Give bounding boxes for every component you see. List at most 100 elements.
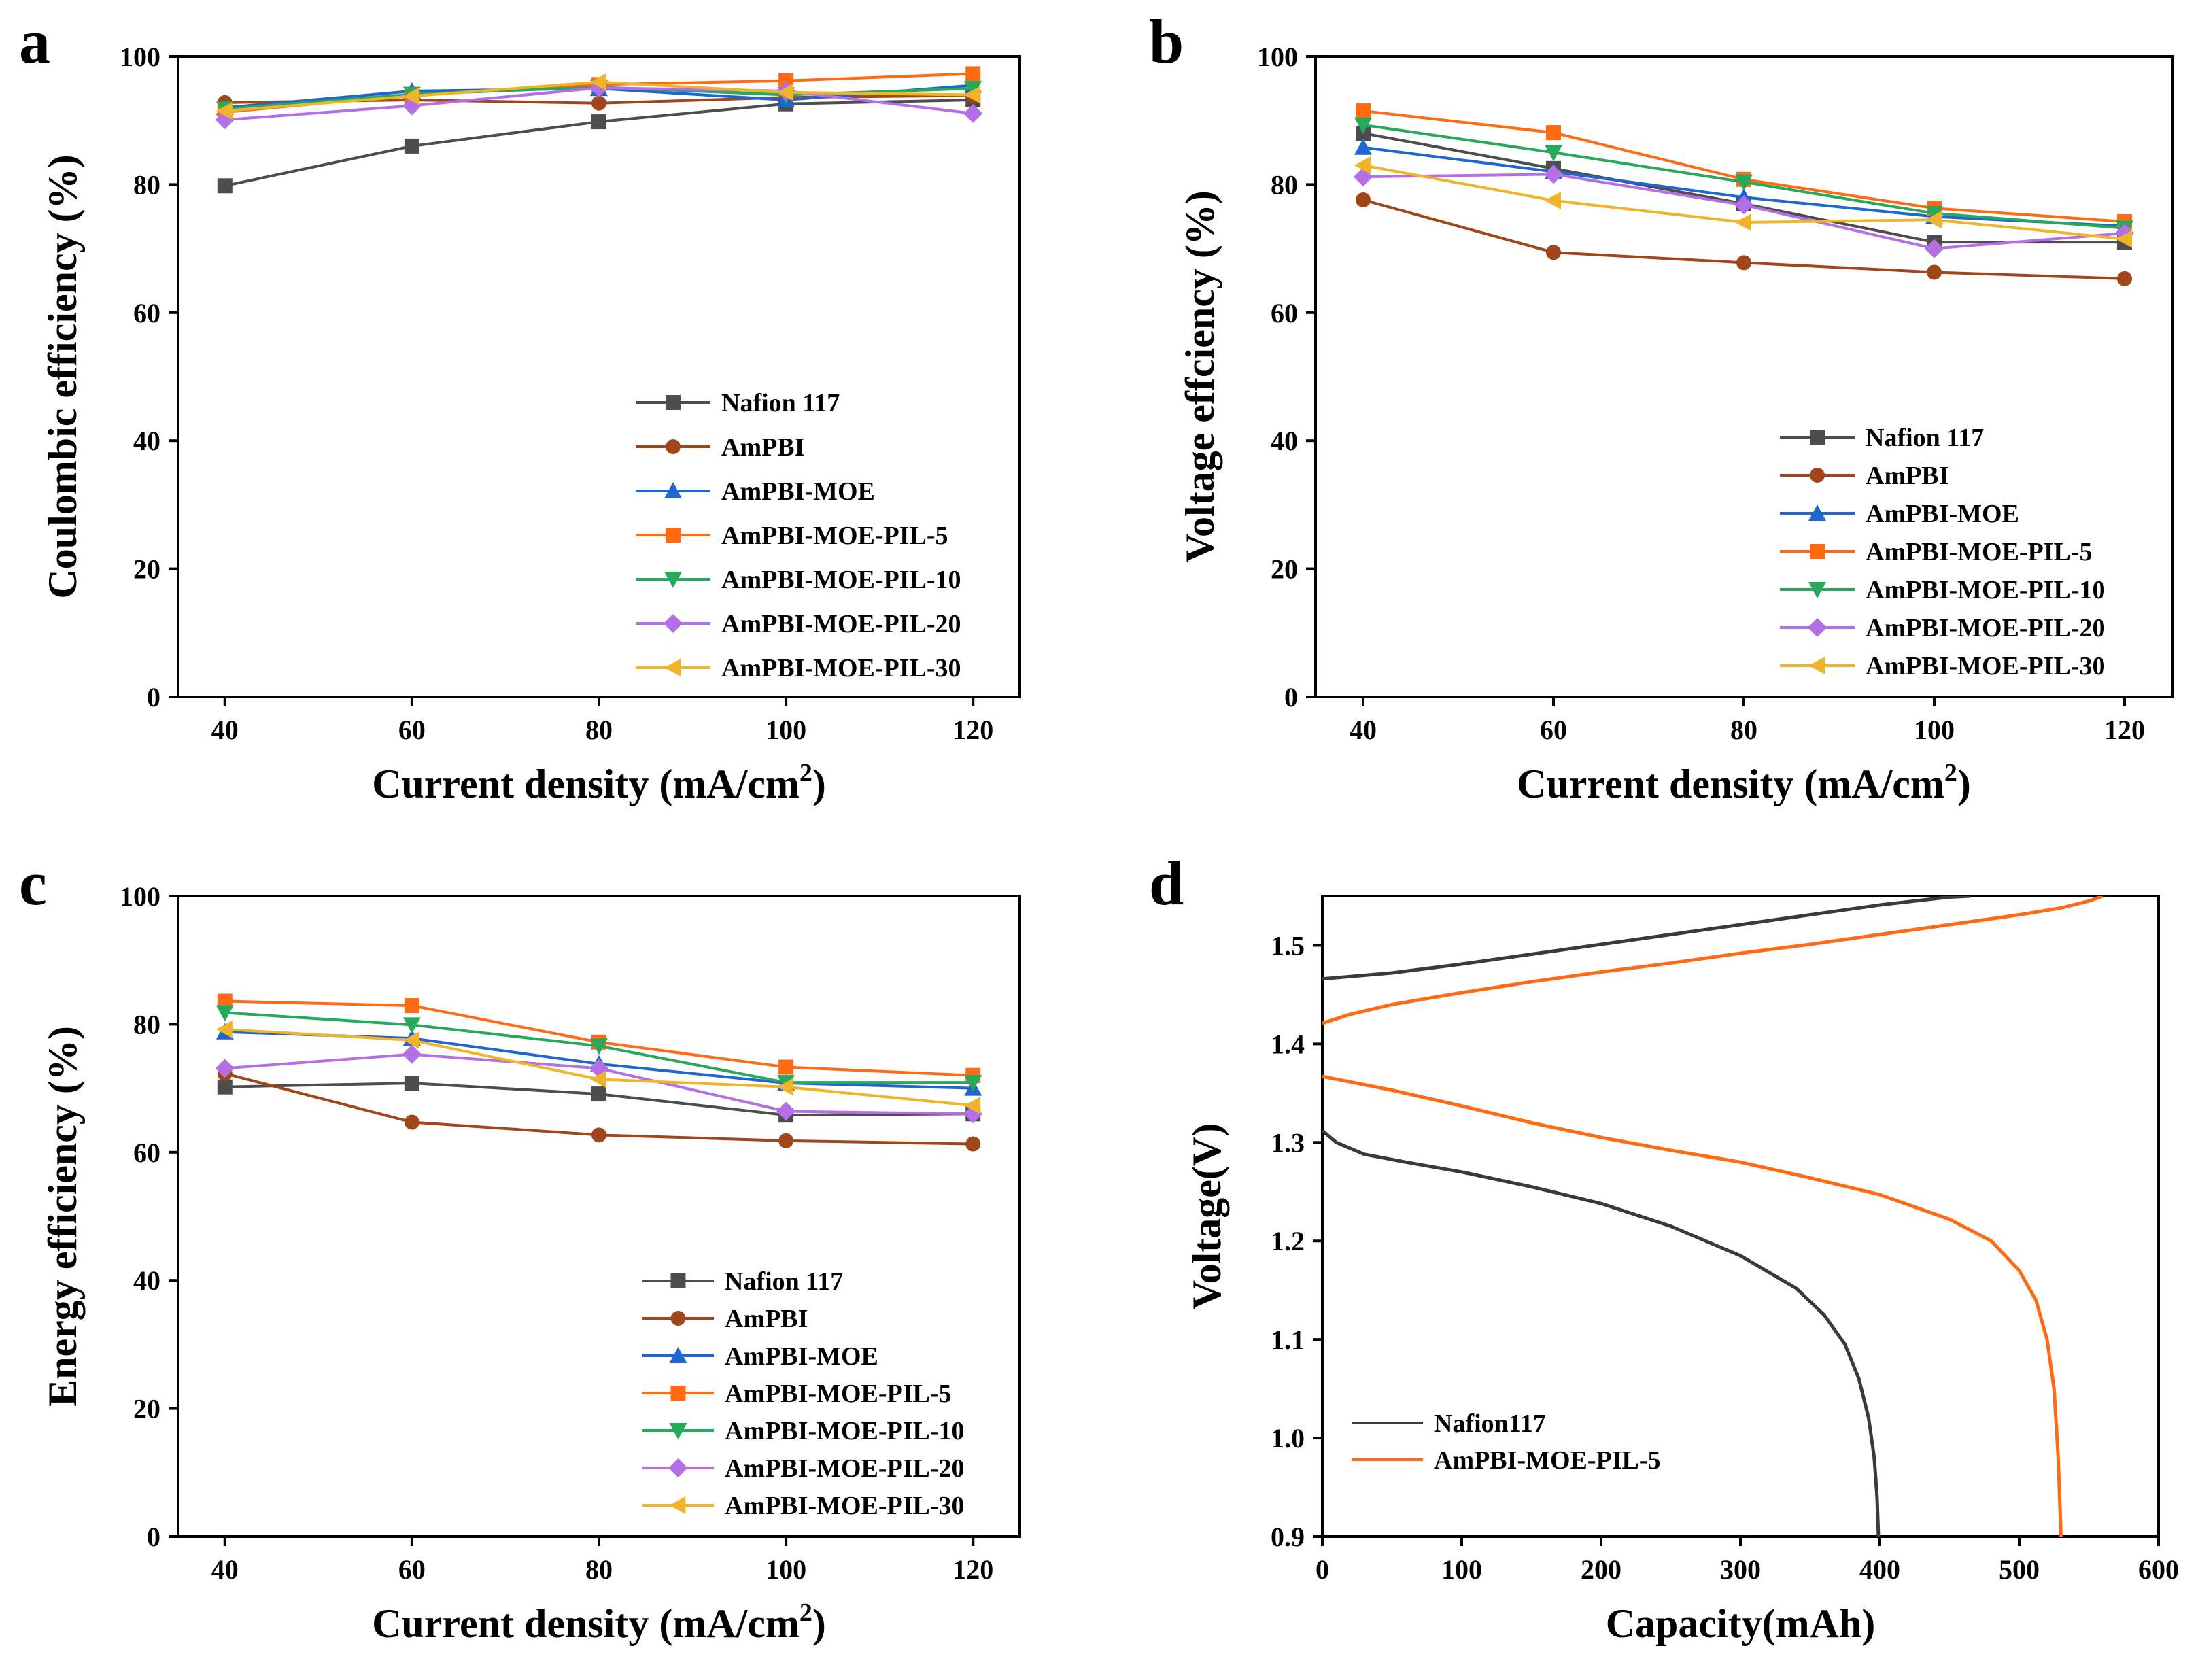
data-point xyxy=(1544,165,1563,184)
legend-entry: AmPBI-MOE-PIL-20 xyxy=(636,610,961,638)
x-axis-label: Current density (mA/cm2) xyxy=(372,759,826,806)
x-tick-label: 200 xyxy=(1581,1554,1621,1585)
legend-entry: Nafion117 xyxy=(1352,1409,1546,1438)
data-point xyxy=(2117,271,2132,286)
legend-marker xyxy=(664,482,682,498)
legend-label: AmPBI-MOE-PIL-5 xyxy=(725,1379,952,1408)
legend-label: AmPBI-MOE xyxy=(725,1342,878,1371)
legend-label: AmPBI-MOE-PIL-10 xyxy=(725,1417,965,1445)
x-tick-label: 40 xyxy=(211,1554,239,1585)
data-point xyxy=(778,73,794,88)
x-tick-label: 100 xyxy=(766,715,806,745)
legend-entry: AmPBI xyxy=(636,433,804,462)
x-axis-label: Current density (mA/cm2) xyxy=(1517,759,1971,806)
panel-letter-d: d xyxy=(1149,848,1184,918)
x-tick-label: 80 xyxy=(1730,715,1757,745)
data-point xyxy=(402,1044,422,1064)
legend-marker xyxy=(669,1423,687,1439)
data-point xyxy=(217,1079,233,1095)
legend-entry: AmPBI-MOE-PIL-10 xyxy=(636,566,961,594)
y-tick-label: 0.9 xyxy=(1271,1522,1305,1552)
data-point xyxy=(216,1020,233,1038)
series-ampbi xyxy=(1356,192,2132,286)
panel-letter-b: b xyxy=(1149,7,1184,76)
data-point xyxy=(589,78,608,98)
legend-entry: AmPBI-MOE xyxy=(642,1342,878,1371)
data-point xyxy=(1356,103,1371,119)
data-point xyxy=(1354,138,1372,155)
legend-marker xyxy=(668,1458,688,1477)
y-tick-label: 40 xyxy=(1271,426,1298,456)
data-point xyxy=(590,73,606,91)
data-point xyxy=(1354,156,1371,175)
legend-entry: AmPBI-MOE-PIL-5 xyxy=(636,521,948,550)
series-ampbi-moe-pil-20 xyxy=(1354,165,2134,258)
x-tick-label: 120 xyxy=(952,715,993,745)
x-tick-label: 0 xyxy=(1316,1554,1329,1585)
y-tick-label: 1.0 xyxy=(1271,1423,1305,1454)
legend-marker xyxy=(666,395,681,410)
legend-marker xyxy=(666,528,681,543)
x-tick-label: 600 xyxy=(2138,1554,2179,1585)
legend-entry: AmPBI-MOE-PIL-20 xyxy=(642,1454,965,1483)
legend-marker xyxy=(1810,468,1825,483)
legend-entry: Nafion 117 xyxy=(636,389,840,417)
legend-entry: AmPBI-MOE-PIL-30 xyxy=(1780,652,2106,681)
data-point xyxy=(1927,264,1942,280)
x-tick-label: 60 xyxy=(398,1554,426,1585)
legend-label: Nafion 117 xyxy=(725,1267,843,1296)
legend-label: AmPBI-MOE-PIL-5 xyxy=(1866,538,2093,566)
series-ampbi-moe-pil-30 xyxy=(216,73,981,120)
data-point xyxy=(1735,174,1753,191)
legend-marker xyxy=(1808,618,1827,637)
legend-entry: AmPBI xyxy=(642,1305,808,1333)
data-point xyxy=(1356,192,1371,208)
y-tick-label: 1.5 xyxy=(1271,930,1305,961)
series-ampbi-moe-pil-30 xyxy=(1354,156,2132,248)
data-point xyxy=(590,1038,608,1055)
series-ampbi-moe-pil-30 xyxy=(216,1020,981,1115)
legend-label: AmPBI-MOE-PIL-10 xyxy=(721,566,961,594)
y-axis-label: Coulombic efficiency (%) xyxy=(40,154,85,598)
chart-panel-a: 40 60 80 100 120 0 20 40 60 80 100 Current density … xyxy=(40,41,1021,806)
data-point xyxy=(1354,167,1373,187)
legend-entry: AmPBI-MOE-PIL-30 xyxy=(636,654,961,683)
data-point xyxy=(964,86,981,104)
x-tick-label: 300 xyxy=(1720,1554,1761,1585)
data-point xyxy=(591,95,606,111)
legend-entry: Nafion 117 xyxy=(642,1267,843,1296)
series-ampbi-moe-pil-5 xyxy=(1322,896,2103,1537)
series-ampbi-moe-pil-20 xyxy=(215,78,983,130)
data-point xyxy=(215,1059,235,1078)
legend: Nafion 117 AmPBI AmPBI-MOE AmPBI-MOE-PIL-5 A… xyxy=(1780,424,2106,681)
legend-entry: AmPBI xyxy=(1780,462,1948,490)
legend-entry: AmPBI-MOE-PIL-20 xyxy=(1780,614,2106,642)
legend-entry: AmPBI-MOE xyxy=(1780,500,2019,528)
legend-entry: AmPBI-MOE-PIL-10 xyxy=(1780,576,2106,604)
y-tick-label: 40 xyxy=(133,426,160,456)
legend: Nafion 117 AmPBI AmPBI-MOE AmPBI-MOE-PIL-5 A… xyxy=(636,389,961,683)
data-point xyxy=(404,998,419,1014)
y-tick-label: 0 xyxy=(147,682,160,713)
legend-marker xyxy=(669,1496,686,1514)
x-tick-label: 120 xyxy=(952,1554,993,1585)
y-tick-label: 1.2 xyxy=(1271,1226,1305,1256)
legend-label: AmPBI-MOE-PIL-30 xyxy=(725,1492,965,1520)
legend-label: AmPBI-MOE-PIL-20 xyxy=(721,610,961,638)
legend-label: Nafion 117 xyxy=(721,389,840,417)
data-point xyxy=(402,1017,421,1034)
legend-marker xyxy=(670,1311,686,1326)
data-point xyxy=(1546,245,1561,260)
legend-marker xyxy=(664,572,682,588)
x-tick-label: 80 xyxy=(585,1554,613,1585)
legend-marker xyxy=(1808,504,1826,521)
legend-label: AmPBI xyxy=(725,1305,808,1333)
data-point xyxy=(964,1097,981,1115)
data-point xyxy=(591,1086,606,1102)
data-point xyxy=(1925,239,1944,258)
legend-entry: AmPBI-MOE-PIL-30 xyxy=(642,1492,965,1520)
data-point xyxy=(402,87,419,105)
y-tick-label: 100 xyxy=(120,41,160,72)
data-point xyxy=(404,1114,419,1130)
data-point xyxy=(778,1133,794,1148)
